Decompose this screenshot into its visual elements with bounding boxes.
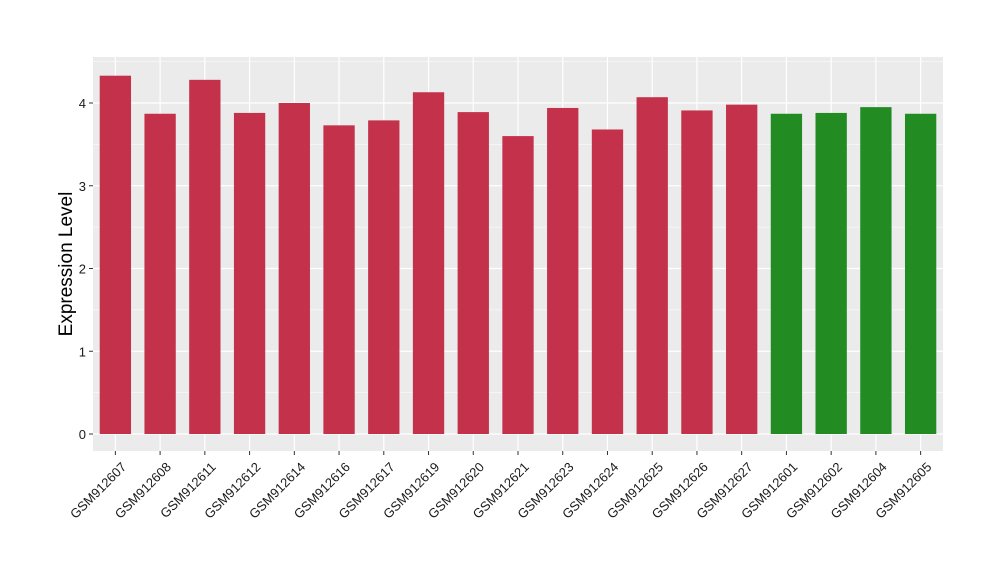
bar-GSM912601 <box>770 113 803 434</box>
bar-GSM912604 <box>860 107 892 434</box>
y-tick-label: 0 <box>79 427 86 442</box>
bar-GSM912607 <box>99 75 132 434</box>
bar-GSM912605 <box>904 113 937 434</box>
bar-GSM912616 <box>323 125 355 434</box>
bar-GSM912602 <box>815 112 847 435</box>
y-axis-title: Expression Level <box>56 192 77 337</box>
bar-GSM912627 <box>726 104 758 434</box>
bar-GSM912617 <box>368 120 400 434</box>
bar-GSM912611 <box>189 79 221 434</box>
bars <box>99 75 937 435</box>
bar-GSM912625 <box>636 97 668 435</box>
bar-GSM912620 <box>457 112 489 434</box>
y-tick-label: 3 <box>79 179 86 194</box>
y-tick-label: 1 <box>79 344 86 359</box>
x-axis: GSM912607GSM912608GSM912611GSM912612GSM9… <box>67 451 935 522</box>
bar-GSM912626 <box>681 110 713 434</box>
bar-GSM912623 <box>547 107 579 434</box>
bar-GSM912621 <box>502 136 534 434</box>
y-axis: 0 1 2 3 4 <box>79 96 93 442</box>
bar-GSM912624 <box>591 129 624 435</box>
bar-GSM912619 <box>412 92 445 435</box>
bar-GSM912612 <box>233 112 266 435</box>
y-tick-label: 2 <box>79 262 86 277</box>
bar-GSM912614 <box>278 103 310 434</box>
bar-GSM912608 <box>144 113 176 434</box>
y-tick-label: 4 <box>79 96 86 111</box>
